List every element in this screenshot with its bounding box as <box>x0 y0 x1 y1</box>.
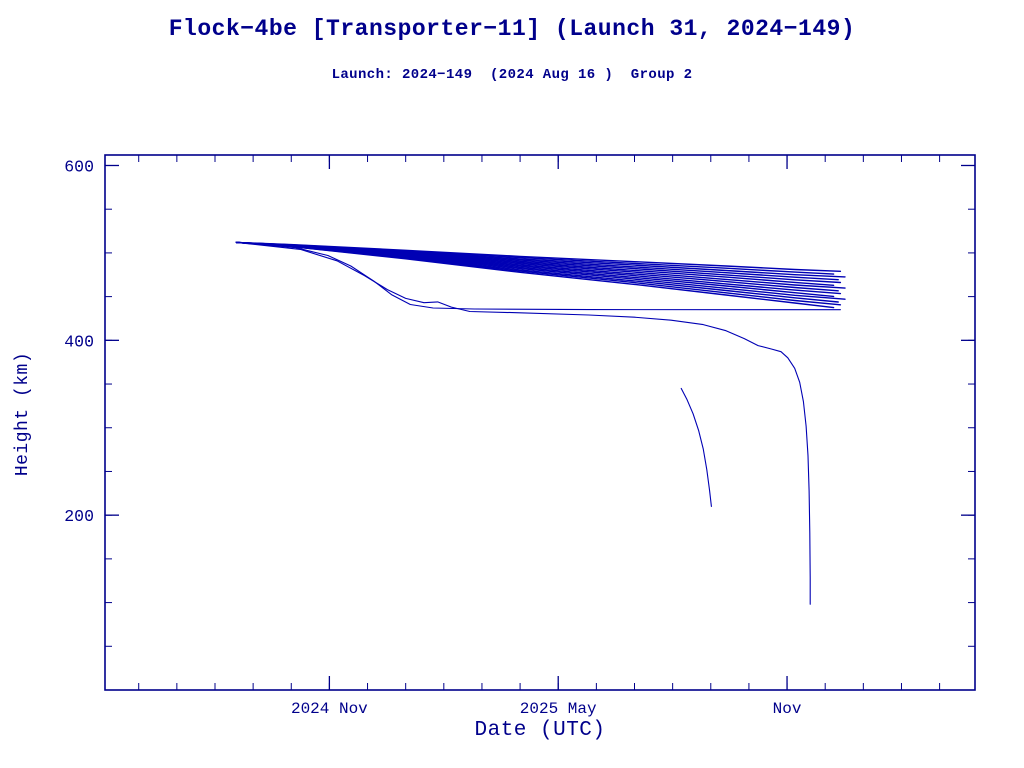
x-major-ticks <box>328 155 788 690</box>
y-tick-label: 200 <box>64 507 94 526</box>
chart-title: Flock−4be [Transporter−11] (Launch 31, 2… <box>168 16 856 42</box>
x-tick-label: Nov <box>773 700 802 718</box>
series-sat-14 <box>235 241 835 309</box>
series-sat-late-reentry <box>680 387 712 507</box>
y-tick-label: 400 <box>64 332 94 351</box>
y-tick-label: 600 <box>64 157 94 176</box>
x-axis-label: Date (UTC) <box>474 719 606 742</box>
satellite-height-series <box>235 241 846 605</box>
y-minor-ticks <box>105 164 975 647</box>
x-tick-label: 2025 May <box>520 700 597 718</box>
chart-subtitle: Launch: 2024−149 (2024 Aug 16 ) Group 2 <box>331 67 693 83</box>
y-major-ticks <box>105 164 975 516</box>
x-minor-ticks <box>138 155 941 690</box>
series-sat-slow-decay-reentry <box>235 241 811 605</box>
plot-frame <box>104 154 976 691</box>
series-sat-early-flat <box>235 241 841 311</box>
x-tick-label: 2024 Nov <box>291 700 368 718</box>
